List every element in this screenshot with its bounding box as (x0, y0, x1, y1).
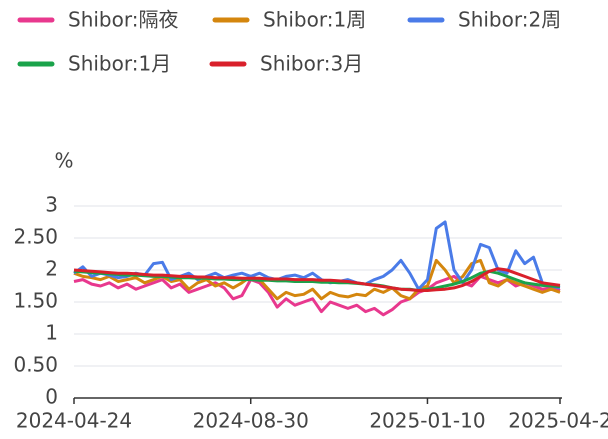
legend-label: Shibor:2周 (458, 8, 561, 32)
x-tick-label: 2024-04-24 (16, 409, 132, 433)
series-line (73, 258, 561, 301)
y-tick-label: 1 (45, 321, 58, 345)
legend-label: Shibor:1月 (68, 52, 171, 76)
y-tick-label: 0.50 (13, 353, 58, 377)
series-line (73, 267, 561, 292)
x-tick-label: 2024-08-30 (193, 409, 309, 433)
y-tick-label: 2 (45, 257, 58, 281)
y-tick-label: 1.50 (13, 289, 58, 313)
series-line (73, 220, 561, 291)
y-tick-label: 3 (45, 193, 58, 217)
legend-label: Shibor:3月 (260, 52, 363, 76)
legend-label: Shibor:隔夜 (68, 8, 178, 32)
y-axis-label: % (54, 149, 73, 173)
y-tick-label: 0 (45, 385, 58, 409)
legend-label: Shibor:1周 (263, 8, 366, 32)
x-tick-label: 2025-04-2 (508, 409, 608, 433)
y-tick-label: 2.50 (13, 225, 58, 249)
x-tick-label: 2025-01-10 (369, 409, 485, 433)
